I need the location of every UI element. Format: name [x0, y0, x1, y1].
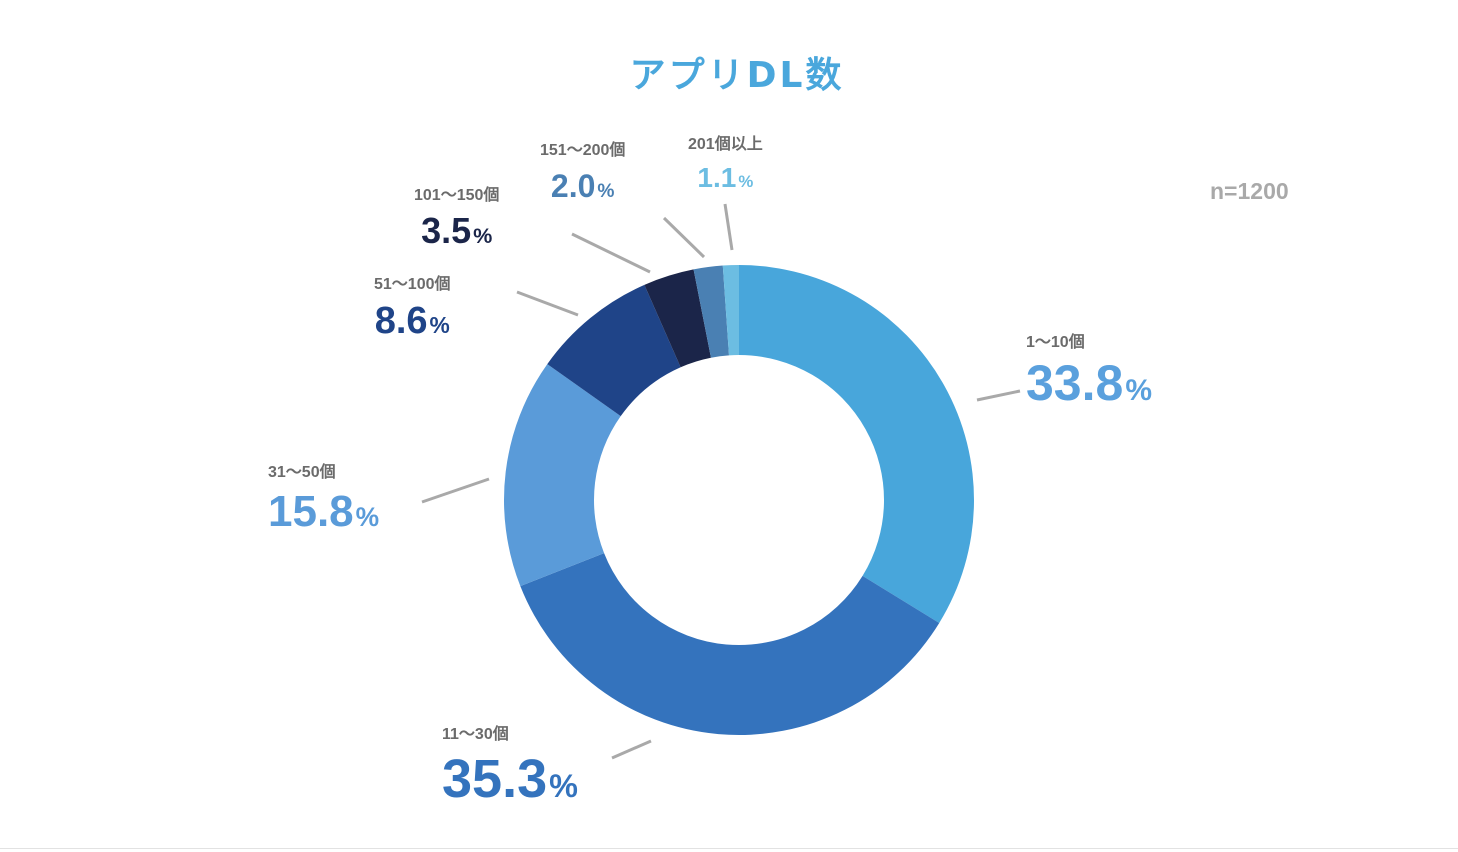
- chart-title: アプリDL数: [629, 55, 845, 96]
- leader-line-101-150: [571, 232, 651, 274]
- value-label: 1.1%: [697, 162, 754, 193]
- label-11-30: 11〜30個 35.3%: [442, 720, 578, 806]
- label-51-100: 51〜100個 8.6%: [374, 270, 451, 340]
- slice-1-10: [739, 265, 974, 623]
- leader-line-31-50: [421, 477, 490, 504]
- label-201-plus: 201個以上 1.1%: [688, 130, 763, 192]
- slice-201-plus: [722, 265, 739, 356]
- category-label: 1〜10個: [1026, 334, 1085, 351]
- category-label: 101〜150個: [414, 187, 500, 204]
- value-label: 8.6%: [374, 300, 450, 342]
- bottom-divider: [0, 848, 1458, 849]
- slice-31-50: [503, 364, 621, 587]
- category-label: 31〜50個: [268, 464, 336, 481]
- label-151-200: 151〜200個 2.0%: [540, 136, 625, 202]
- label-31-50: 31〜50個 15.8%: [268, 458, 379, 534]
- sample-size: n=1200: [1210, 178, 1289, 204]
- slice-11-30: [520, 553, 940, 735]
- leader-lines: [421, 203, 1021, 760]
- leader-line-201: [723, 203, 734, 251]
- value-label: 33.8%: [1026, 355, 1153, 411]
- value-label: 15.8%: [268, 487, 380, 536]
- category-label: 151〜200個: [540, 142, 626, 159]
- category-label: 201個以上: [688, 136, 763, 153]
- slice-151-200: [693, 265, 729, 358]
- slice-51-100: [547, 284, 681, 417]
- label-101-150: 101〜150個 3.5%: [414, 181, 499, 249]
- leader-line-51-100: [516, 290, 579, 317]
- label-1-10: 1〜10個 33.8%: [1026, 328, 1152, 408]
- donut-slices: [503, 265, 974, 735]
- category-label: 51〜100個: [374, 276, 451, 293]
- leader-line-151-200: [662, 216, 706, 259]
- value-label: 3.5%: [421, 210, 493, 251]
- leader-line-11-30: [611, 739, 652, 760]
- category-label: 11〜30個: [442, 726, 509, 743]
- value-label: 35.3%: [442, 749, 578, 809]
- value-label: 2.0%: [550, 168, 615, 204]
- leader-line-1-10: [976, 389, 1021, 402]
- slice-101-150: [644, 269, 711, 368]
